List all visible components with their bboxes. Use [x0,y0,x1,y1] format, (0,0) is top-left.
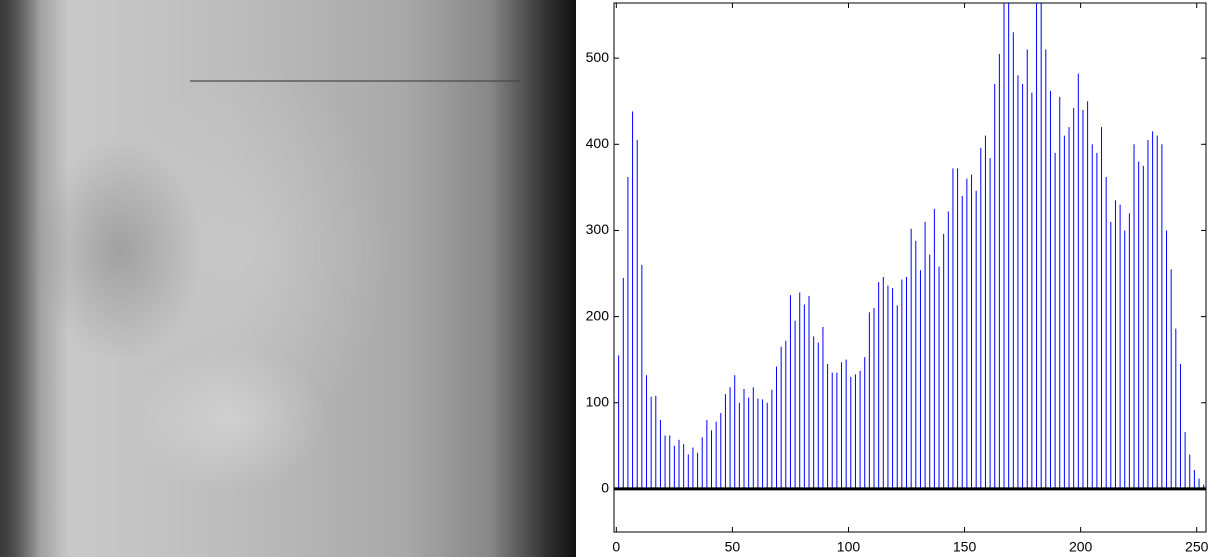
x-tick-label: 100 [837,539,861,555]
xray-image [0,0,576,557]
y-tick-label: 100 [586,393,610,409]
y-tick-label: 400 [586,135,610,151]
x-tick-label: 50 [725,539,741,555]
x-tick-label: 200 [1069,539,1093,555]
y-tick-label: 500 [586,49,610,65]
plot-frame [613,2,1207,533]
x-tick-label: 150 [953,539,977,555]
y-tick-label: 200 [586,307,610,323]
image-shade [0,0,40,557]
y-tick-label: 0 [601,480,609,496]
x-tick-label: 250 [1185,539,1209,555]
x-tick-label: 0 [612,539,620,555]
stems [618,3,1205,489]
y-tick-label: 300 [586,221,610,237]
image-line [190,80,520,82]
